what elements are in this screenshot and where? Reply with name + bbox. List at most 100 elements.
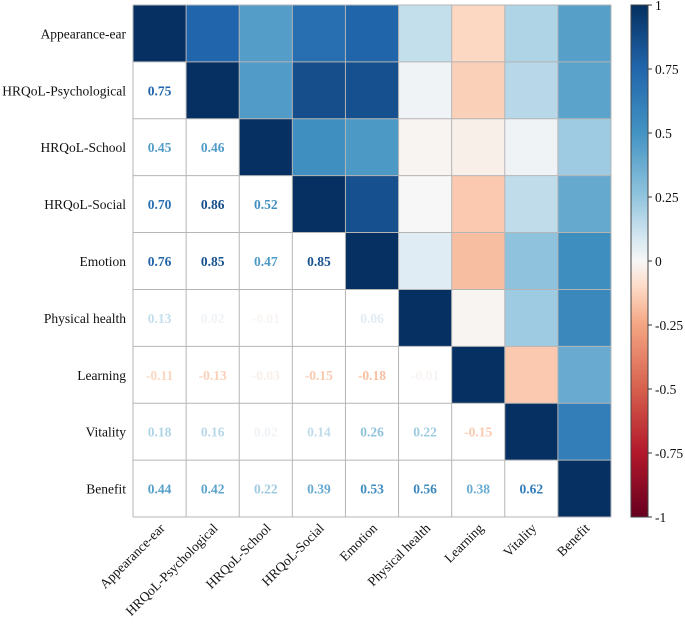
heatmap-cell-hrqol-school-x-benefit [557,118,611,176]
row-labels: Appearance-ear HRQoL-Psychological HRQoL-S… [2,26,126,496]
heatmap-cell-hrqol-social-x-emotion [345,175,399,233]
heatmap-cell-hrqol-psychological-x-vitality [504,61,558,119]
value-label-physical-health-x-hrqol-school: -0.01 [252,311,280,326]
row-label-benefit: Benefit [86,482,126,497]
heatmap-cell-physical-health-x-physical-health [398,289,452,347]
heatmap-cell-vitality-x-benefit [557,403,611,461]
value-label-hrqol-school-x-hrqol-psychological: 0.46 [201,140,225,155]
value-label-benefit-x-physical-health: 0.56 [413,482,437,497]
row-label-emotion: Emotion [80,254,127,269]
colorbar-tick-label: -0.5 [655,382,677,397]
heatmap-cell-emotion-x-vitality [504,232,558,290]
heatmap-cell-hrqol-school-x-vitality [504,118,558,176]
colorbar-tick-label: -1 [655,510,666,525]
value-label-hrqol-social-x-hrqol-psychological: 0.86 [201,197,225,212]
value-label-learning-x-physical-health: -0.01 [411,368,439,383]
heatmap-cell-appearance-ear-x-emotion [345,5,399,62]
value-label-emotion-x-hrqol-social: 0.85 [307,254,331,269]
value-label-vitality-x-hrqol-school: 0.02 [254,425,278,440]
value-label-vitality-x-emotion: 0.26 [360,425,384,440]
correlation-values: 0.75 0.45 0.46 0.70 0.86 0.52 0.76 0.85 0.47 0.85… [146,83,544,496]
heatmap-cell-hrqol-psychological-x-physical-health [398,61,452,119]
heatmap-cell-appearance-ear-x-physical-health [398,5,452,62]
heatmap-cell-emotion-x-learning [451,232,505,290]
value-label-learning-x-hrqol-psychological: -0.13 [199,368,227,383]
heatmap-cell-hrqol-social-x-vitality [504,175,558,233]
value-label-hrqol-social-x-hrqol-school: 0.52 [254,197,278,212]
value-label-learning-x-appearance-ear: -0.11 [146,368,174,383]
heatmap-cell-learning-x-benefit [557,346,611,404]
heatmap-cell-hrqol-psychological-x-hrqol-social [292,61,346,119]
row-label-appearance-ear: Appearance-ear [41,26,127,41]
heatmap-cell-hrqol-school-x-hrqol-social [292,118,346,176]
value-label-hrqol-psychological-x-appearance-ear: 0.75 [148,83,172,98]
heatmap-cell-hrqol-school-x-physical-health [398,118,452,176]
row-label-hrqol-social: HRQoL-Social [44,197,126,212]
heatmap-cell-appearance-ear-x-appearance-ear [133,5,187,62]
heatmap-cell-emotion-x-physical-health [398,232,452,290]
heatmap-cell-hrqol-school-x-emotion [345,118,399,176]
heatmap-cell-benefit-x-benefit [557,460,611,517]
heatmap-cell-hrqol-social-x-physical-health [398,175,452,233]
row-label-hrqol-psychological: HRQoL-Psychological [2,83,126,98]
heatmap-cell-appearance-ear-x-benefit [557,5,611,62]
colorbar-gradient [630,4,649,518]
value-label-physical-health-x-hrqol-psychological: 0.02 [201,311,225,326]
colorbar-tick-label: -0.75 [655,446,683,461]
value-label-vitality-x-hrqol-social: 0.14 [307,425,331,440]
value-label-vitality-x-appearance-ear: 0.18 [148,425,172,440]
heatmap-cell-physical-health-x-vitality [504,289,558,347]
value-label-vitality-x-hrqol-psychological: 0.16 [201,425,225,440]
heatmap-cell-hrqol-psychological-x-hrqol-psychological [186,61,240,119]
value-label-physical-health-x-emotion: 0.06 [360,311,384,326]
heatmap-cell-hrqol-psychological-x-learning [451,61,505,119]
value-label-physical-health-x-appearance-ear: 0.13 [148,311,172,326]
heatmap-cell-hrqol-psychological-x-hrqol-school [239,61,293,119]
value-label-emotion-x-hrqol-school: 0.47 [254,254,278,269]
colorbar-tick-label: 0.5 [655,126,672,141]
colorbar-tick-label: 1 [655,0,662,13]
column-label-learning: Learning [441,520,486,565]
column-label-benefit: Benefit [554,520,593,559]
value-label-emotion-x-hrqol-psychological: 0.85 [201,254,225,269]
colorbar-tick-label: 0.75 [655,62,679,77]
column-labels: Appearance-earHRQoL-PsychologicalHRQoL-S… [97,520,593,618]
heatmap-cells [133,5,611,517]
value-label-hrqol-social-x-appearance-ear: 0.70 [148,197,172,212]
heatmap-cell-physical-health-x-learning [451,289,505,347]
value-label-benefit-x-emotion: 0.53 [360,482,384,497]
column-label-emotion: Emotion [337,520,381,564]
value-label-learning-x-emotion: -0.18 [358,368,386,383]
heatmap-cell-appearance-ear-x-hrqol-social [292,5,346,62]
heatmap-cell-hrqol-psychological-x-benefit [557,61,611,119]
colorbar: 1 0.75 0.5 0.25 0 -0.25 -0.5 -0.75 -1 [630,0,683,525]
column-label-vitality: Vitality [500,520,539,559]
value-label-benefit-x-vitality: 0.62 [520,482,544,497]
heatmap-cell-physical-health-x-benefit [557,289,611,347]
value-label-learning-x-hrqol-school: -0.03 [252,368,280,383]
heatmap-cell-hrqol-school-x-learning [451,118,505,176]
heatmap-cell-learning-x-vitality [504,346,558,404]
column-label-hrqol-psychological: HRQoL-Psychological [123,520,221,618]
colorbar-tick-label: 0.25 [655,190,679,205]
value-label-benefit-x-hrqol-social: 0.39 [307,482,331,497]
heatmap-cell-appearance-ear-x-hrqol-school [239,5,293,62]
heatmap-cell-emotion-x-emotion [345,232,399,290]
heatmap-grid [132,4,612,518]
colorbar-tick-label: -0.25 [655,318,683,333]
value-label-hrqol-school-x-appearance-ear: 0.45 [148,140,172,155]
colorbar-tick-label: 0 [655,254,662,269]
heatmap-cell-emotion-x-benefit [557,232,611,290]
heatmap-cell-appearance-ear-x-vitality [504,5,558,62]
heatmap-cell-hrqol-psychological-x-emotion [345,61,399,119]
heatmap-cell-hrqol-social-x-hrqol-social [292,175,346,233]
heatmap-cell-hrqol-social-x-learning [451,175,505,233]
value-label-benefit-x-hrqol-psychological: 0.42 [201,482,225,497]
heatmap-cell-hrqol-social-x-benefit [557,175,611,233]
value-label-vitality-x-physical-health: 0.22 [413,425,437,440]
value-label-benefit-x-learning: 0.38 [466,482,490,497]
value-label-benefit-x-appearance-ear: 0.44 [148,482,172,497]
row-label-physical-health: Physical health [44,311,126,326]
heatmap-cell-appearance-ear-x-hrqol-psychological [186,5,240,62]
